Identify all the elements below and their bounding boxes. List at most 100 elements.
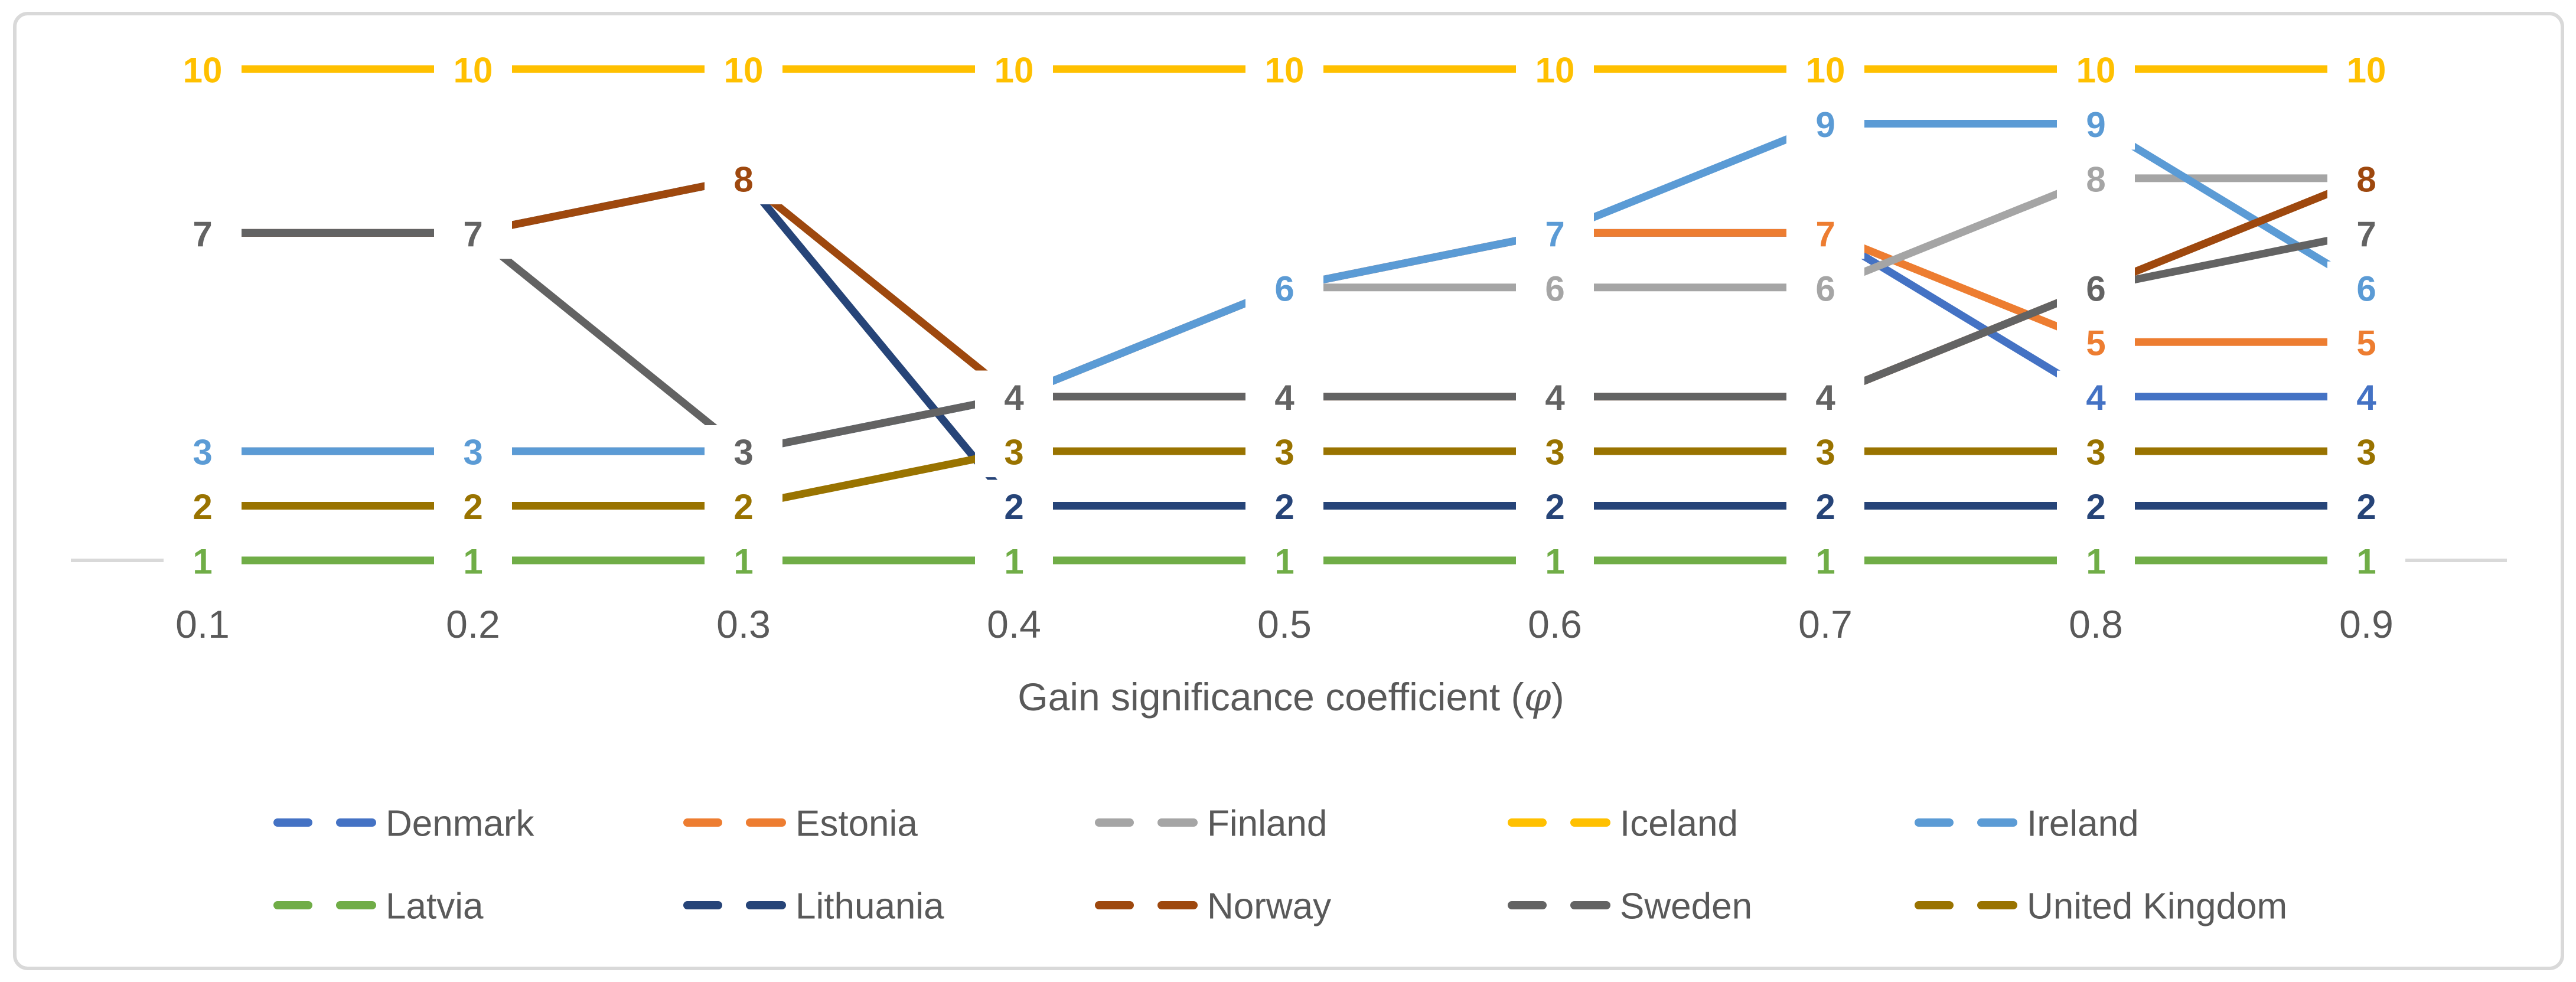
data-label-halo	[2327, 316, 2405, 368]
data-label-denmark-0.8: 4	[2086, 378, 2106, 417]
data-label-halo	[2327, 479, 2405, 532]
data-label-sweden-0.1: 7	[193, 214, 212, 254]
data-label-halo	[1245, 43, 1323, 95]
legend-item-ireland: Ireland	[1915, 804, 2139, 844]
legend-dash-icon	[683, 901, 722, 909]
data-label-finland-0.7: 6	[1815, 269, 1835, 308]
data-label-latvia-0.3: 1	[733, 542, 753, 582]
data-label-halo	[164, 479, 242, 532]
legend-label-lithuania: Lithuania	[795, 886, 944, 927]
data-label-lithuania-0.8: 2	[2086, 487, 2105, 527]
legend-dash-icon	[683, 818, 722, 827]
data-label-latvia-0.8: 1	[2086, 542, 2105, 582]
legend-dash-icon	[1977, 901, 2017, 909]
x-axis-title-text: Gain significance coefficient (	[1018, 675, 1524, 719]
legend-label-united-kingdom: United Kingdom	[2027, 886, 2287, 927]
x-axis-label-0.6: 0.6	[1528, 602, 1582, 646]
chart-border-frame	[13, 12, 2564, 970]
data-label-united-kingdom-0.6: 3	[1545, 433, 1564, 472]
data-label-halo	[705, 479, 782, 532]
data-label-iceland-0.4: 10	[994, 51, 1034, 90]
data-label-halo	[975, 479, 1053, 532]
data-label-halo	[1786, 534, 1864, 586]
data-label-estonia-0.9: 5	[2356, 324, 2376, 363]
data-label-norway-0.9: 8	[2356, 159, 2376, 199]
legend-dash-icon	[336, 901, 376, 909]
series-labels-iceland: 10 10 10 10 10 10 10 10 10	[164, 43, 2405, 95]
data-label-ireland-0.9: 6	[2356, 269, 2376, 308]
data-label-halo	[705, 43, 782, 95]
data-label-halo	[2327, 370, 2405, 423]
data-label-united-kingdom-0.3: 2	[733, 487, 753, 527]
x-axis-labels: 0.1 0.2 0.3 0.4 0.5 0.6 0.7 0.8 0.9	[175, 602, 2394, 646]
data-label-lithuania-0.5: 2	[1274, 487, 1294, 527]
data-label-halo	[1786, 207, 1864, 259]
data-label-halo	[1516, 534, 1594, 586]
data-label-halo	[434, 425, 512, 478]
data-label-halo	[1786, 97, 1864, 150]
legend-item-latvia: Latvia	[273, 886, 484, 927]
data-label-latvia-0.6: 1	[1545, 542, 1564, 582]
data-label-halo	[705, 425, 782, 478]
data-label-iceland-0.9: 10	[2347, 51, 2386, 90]
data-label-latvia-0.1: 1	[193, 542, 212, 582]
data-label-latvia-0.9: 1	[2356, 542, 2376, 582]
data-label-halo	[1516, 370, 1594, 423]
data-label-halo	[2057, 425, 2135, 478]
data-label-iceland-0.3: 10	[724, 51, 764, 90]
legend-dash-icon	[746, 818, 786, 827]
data-label-halo	[2057, 97, 2135, 150]
legend-item-iceland: Iceland	[1508, 804, 1738, 844]
legend-dash-icon	[1508, 818, 1547, 827]
data-label-estonia-0.7: 7	[1815, 214, 1835, 254]
x-axis-label-0.9: 0.9	[2339, 602, 2394, 646]
legend-dash-icon	[1095, 901, 1134, 909]
data-label-halo	[1516, 425, 1594, 478]
data-label-lithuania-0.4: 2	[1004, 487, 1023, 527]
x-axis-label-0.5: 0.5	[1257, 602, 1312, 646]
data-label-iceland-0.7: 10	[1806, 51, 1845, 90]
x-axis-label-0.7: 0.7	[1798, 602, 1853, 646]
legend-label-estonia: Estonia	[795, 804, 918, 844]
data-label-halo	[975, 370, 1053, 423]
data-label-united-kingdom-0.4: 3	[1004, 433, 1023, 472]
legend-item-estonia: Estonia	[683, 804, 918, 844]
data-label-halo	[975, 534, 1053, 586]
data-label-ireland-0.8: 9	[2086, 105, 2105, 145]
data-label-halo	[1786, 370, 1864, 423]
legend-dash-icon	[1915, 901, 1954, 909]
legend-label-norway: Norway	[1207, 886, 1331, 927]
series-labels-united-kingdom: 2 2 2 3 3 3 3 3 3	[164, 425, 2405, 532]
legend-dash-icon	[1915, 818, 1954, 827]
data-label-sweden-0.5: 4	[1274, 378, 1294, 417]
legend-item-sweden: Sweden	[1508, 886, 1752, 927]
data-label-lithuania-0.7: 2	[1815, 487, 1835, 527]
data-label-halo	[2327, 43, 2405, 95]
legend-dash-icon	[1157, 901, 1198, 909]
data-label-norway-0.3: 8	[733, 159, 753, 199]
data-label-ireland-0.1: 3	[193, 433, 212, 472]
data-label-iceland-0.2: 10	[454, 51, 493, 90]
legend-label-latvia: Latvia	[386, 886, 484, 927]
data-label-iceland-0.5: 10	[1265, 51, 1305, 90]
data-label-latvia-0.4: 1	[1004, 542, 1023, 582]
data-label-united-kingdom-0.1: 2	[193, 487, 212, 527]
data-label-halo	[705, 534, 782, 586]
data-label-halo	[2327, 261, 2405, 314]
data-label-halo	[164, 207, 242, 259]
legend-item-denmark: Denmark	[273, 804, 535, 844]
data-label-halo	[2057, 152, 2135, 204]
data-label-halo	[164, 425, 242, 478]
data-label-estonia-0.8: 5	[2086, 324, 2105, 363]
data-label-united-kingdom-0.9: 3	[2356, 433, 2376, 472]
data-labels: 3334677443334677553334666881010101010101…	[164, 43, 2405, 586]
data-label-halo	[1516, 43, 1594, 95]
x-axis-title: Gain significance coefficient (φ)	[1018, 674, 1564, 720]
data-label-halo	[1786, 479, 1864, 532]
legend: Denmark Estonia Finland Iceland Ireland Latvi…	[273, 804, 2287, 927]
data-label-halo	[434, 479, 512, 532]
x-axis-title-close-paren: )	[1551, 675, 1564, 719]
data-label-iceland-0.1: 10	[183, 51, 223, 90]
data-label-sweden-0.6: 4	[1545, 378, 1565, 417]
legend-dash-icon	[1570, 818, 1610, 827]
